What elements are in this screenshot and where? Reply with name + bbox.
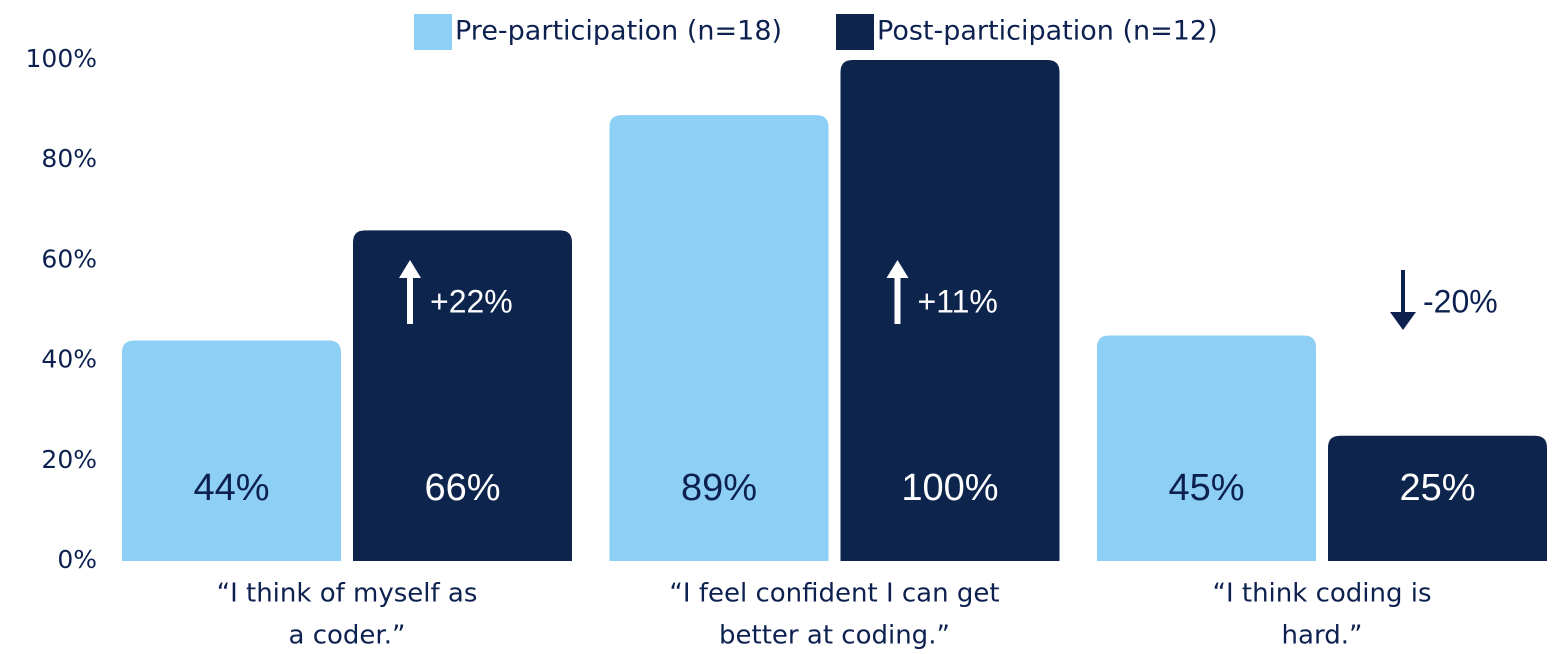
value-label: 89%	[681, 467, 757, 509]
legend-swatch	[836, 14, 874, 50]
bar	[609, 115, 829, 562]
x-tick-label: a coder.”	[289, 621, 406, 651]
value-label: 44%	[193, 467, 269, 509]
bar	[1328, 435, 1547, 561]
y-tick-label: 60%	[41, 244, 97, 273]
x-tick-label: better at coding.”	[719, 621, 950, 651]
annotation: +22%	[430, 283, 513, 319]
value-label: 66%	[424, 467, 500, 509]
x-tick-label: “I feel confident I can get	[669, 579, 999, 609]
y-tick-label: 0%	[57, 545, 97, 574]
y-tick-label: 20%	[41, 445, 97, 474]
bar	[353, 230, 572, 561]
legend-label: Post-participation (n=12)	[877, 16, 1218, 47]
annotation: -20%	[1423, 283, 1498, 319]
x-tick-label: hard.”	[1282, 621, 1363, 651]
annotation-arrowhead	[886, 260, 909, 278]
y-tick-label: 80%	[41, 144, 97, 173]
value-label: 100%	[901, 467, 998, 509]
value-label: 45%	[1168, 467, 1244, 509]
x-tick-label: “I think of myself as	[217, 579, 478, 609]
x-tick-label: “I think coding is	[1212, 579, 1431, 609]
y-tick-label: 40%	[41, 345, 97, 374]
y-tick-label: 100%	[26, 44, 97, 73]
bar	[840, 60, 1060, 561]
legend-label: Pre-participation (n=18)	[455, 16, 782, 47]
annotation-arrowhead	[399, 260, 421, 278]
bar	[1097, 335, 1316, 561]
value-label: 25%	[1399, 467, 1475, 509]
annotation-arrowhead	[1390, 312, 1416, 330]
legend-swatch	[414, 14, 452, 50]
annotation: +11%	[918, 283, 998, 319]
bar	[122, 340, 341, 561]
